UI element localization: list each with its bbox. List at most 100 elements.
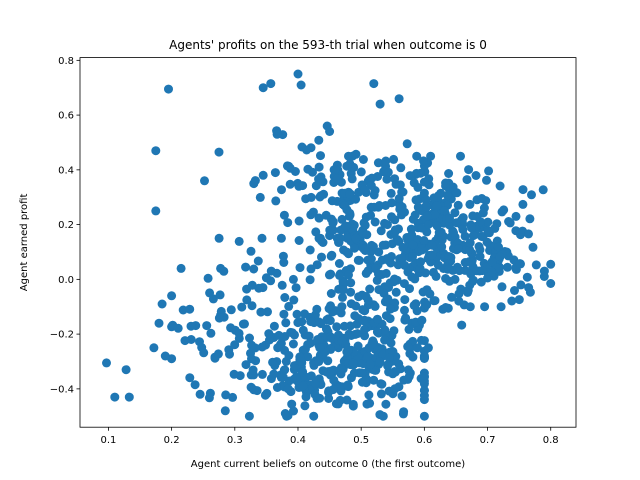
data-point bbox=[293, 318, 303, 328]
data-point bbox=[511, 211, 521, 221]
data-point bbox=[390, 384, 400, 394]
data-point bbox=[315, 343, 325, 353]
data-point bbox=[272, 268, 282, 278]
data-point bbox=[306, 371, 316, 381]
data-point bbox=[373, 158, 383, 168]
data-point bbox=[314, 357, 324, 366]
data-point bbox=[316, 191, 326, 201]
data-point bbox=[268, 357, 278, 367]
data-point bbox=[457, 320, 467, 330]
data-point bbox=[411, 195, 421, 205]
data-point bbox=[306, 338, 315, 348]
data-point bbox=[330, 165, 340, 174]
data-point bbox=[247, 354, 256, 364]
data-point bbox=[288, 274, 298, 284]
data-point bbox=[357, 377, 367, 387]
data-point bbox=[454, 244, 463, 254]
data-point bbox=[452, 188, 462, 198]
data-point bbox=[398, 187, 408, 197]
data-point bbox=[524, 283, 534, 293]
data-point bbox=[419, 156, 428, 166]
data-point bbox=[214, 147, 224, 157]
data-point bbox=[445, 213, 454, 223]
data-point bbox=[247, 301, 257, 311]
data-point bbox=[390, 215, 400, 225]
data-point bbox=[441, 178, 451, 188]
data-point bbox=[241, 360, 251, 370]
data-point bbox=[260, 390, 270, 400]
data-point bbox=[303, 352, 313, 362]
data-point bbox=[328, 218, 338, 228]
data-point bbox=[365, 359, 375, 369]
data-point bbox=[312, 304, 322, 314]
data-point bbox=[298, 367, 308, 377]
y-tick-label: 0.6 bbox=[58, 111, 74, 122]
data-point bbox=[342, 233, 352, 243]
data-point bbox=[336, 363, 346, 373]
data-point bbox=[363, 266, 373, 276]
data-point bbox=[467, 223, 476, 233]
data-point bbox=[204, 393, 214, 403]
data-point bbox=[387, 198, 397, 208]
data-point bbox=[380, 325, 390, 335]
data-point bbox=[186, 321, 196, 331]
data-point bbox=[396, 163, 406, 173]
data-point bbox=[423, 343, 433, 353]
data-point bbox=[337, 214, 347, 224]
data-point bbox=[426, 257, 436, 267]
data-point bbox=[437, 242, 447, 252]
data-point bbox=[350, 311, 360, 321]
data-point bbox=[514, 295, 524, 305]
data-point bbox=[370, 301, 380, 311]
data-point bbox=[477, 194, 487, 203]
data-point bbox=[365, 284, 375, 294]
data-point bbox=[334, 259, 344, 268]
data-point bbox=[390, 274, 399, 284]
data-point bbox=[422, 211, 432, 221]
data-point bbox=[292, 309, 302, 319]
y-tick-label: 0.2 bbox=[58, 220, 74, 231]
data-point bbox=[398, 253, 408, 263]
data-point bbox=[185, 304, 195, 314]
data-point bbox=[270, 168, 280, 178]
data-point bbox=[348, 401, 358, 411]
data-point bbox=[439, 206, 449, 216]
data-point bbox=[487, 257, 497, 267]
data-point bbox=[419, 177, 429, 187]
data-point bbox=[454, 289, 464, 299]
data-point bbox=[386, 338, 396, 348]
data-point bbox=[454, 296, 464, 306]
data-point bbox=[432, 201, 442, 211]
data-point bbox=[497, 207, 507, 217]
data-point bbox=[480, 302, 490, 312]
data-point bbox=[522, 272, 532, 282]
data-point bbox=[495, 181, 505, 191]
data-point bbox=[351, 233, 361, 243]
data-point bbox=[381, 156, 391, 166]
data-point bbox=[525, 214, 535, 224]
data-point bbox=[258, 83, 268, 93]
x-tick-label: 0.8 bbox=[543, 435, 559, 446]
data-point bbox=[326, 251, 336, 261]
data-point bbox=[316, 319, 326, 329]
data-point bbox=[277, 280, 287, 290]
data-point bbox=[325, 366, 335, 376]
data-point bbox=[516, 280, 526, 290]
data-point bbox=[338, 285, 348, 295]
data-point bbox=[202, 321, 212, 331]
data-point bbox=[321, 210, 331, 220]
data-point bbox=[305, 275, 315, 285]
data-point bbox=[288, 339, 298, 349]
data-point bbox=[366, 210, 376, 220]
data-point bbox=[483, 225, 493, 235]
data-point bbox=[306, 192, 316, 202]
data-point bbox=[291, 283, 301, 293]
data-point bbox=[408, 214, 418, 224]
data-point bbox=[215, 290, 225, 300]
data-point bbox=[248, 365, 258, 375]
data-point bbox=[419, 411, 429, 421]
data-point bbox=[341, 221, 351, 231]
data-point bbox=[331, 399, 341, 409]
data-point bbox=[432, 221, 442, 231]
data-point bbox=[490, 223, 500, 233]
